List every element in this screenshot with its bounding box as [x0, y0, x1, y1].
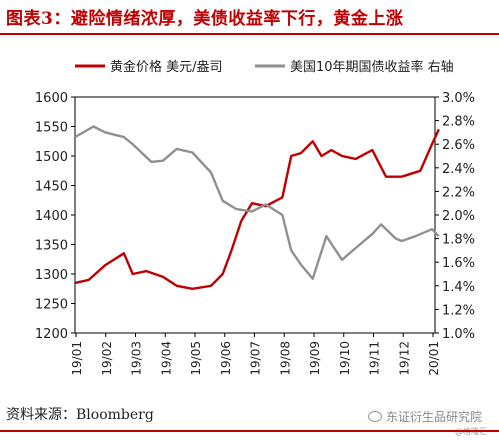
gold-price-line — [74, 128, 440, 290]
figure-title: 图表3：避险情绪浓厚，美债收益率下行，黄金上涨 — [6, 9, 404, 29]
left-tick-label: 1400 — [35, 209, 68, 224]
right-tick-label: 1.6% — [442, 256, 475, 271]
watermark-label: 东证衍生品研究院 — [386, 410, 483, 424]
left-tick-label: 1450 — [35, 180, 68, 195]
x-tick-label: 19/04 — [159, 341, 173, 376]
x-tick-label: 19/09 — [308, 341, 322, 376]
right-tick-label: 2.8% — [442, 115, 475, 130]
x-tick-label: 20/01 — [427, 341, 441, 376]
left-tick-label: 1300 — [35, 268, 68, 283]
x-tick-label: 19/06 — [219, 341, 233, 376]
x-tick-label: 19/01 — [70, 341, 84, 376]
x-tick-label: 19/05 — [189, 341, 203, 376]
right-tick-label: 1.2% — [442, 303, 475, 318]
wechat-icon — [368, 411, 382, 422]
bottom-rule — [0, 430, 499, 432]
x-tick-label: 19/02 — [100, 341, 114, 376]
x-tick-label: 19/12 — [397, 341, 411, 376]
left-tick-label: 1200 — [35, 327, 68, 342]
x-tick-label: 19/08 — [278, 341, 292, 376]
left-tick-label: 1250 — [35, 298, 68, 313]
left-tick-label: 1500 — [35, 150, 68, 165]
source-note: 资料来源：Bloomberg — [6, 407, 154, 423]
right-tick-label: 1.8% — [442, 233, 475, 248]
left-tick-label: 1600 — [35, 91, 68, 106]
plot-frame — [74, 96, 436, 334]
right-tick-label: 2.2% — [442, 185, 475, 200]
x-tick-label: 19/10 — [338, 341, 352, 376]
left-tick-label: 1550 — [35, 121, 68, 136]
treasury-yield-line — [74, 125, 440, 280]
legend: 黄金价格 美元/盎司 美国10年期国债收益率 右轴 — [75, 59, 454, 75]
right-tick-label: 1.4% — [442, 280, 475, 295]
legend-gold-label: 黄金价格 美元/盎司 — [110, 59, 223, 75]
axes: 1200 1250 1300 1350 1400 1450 1500 1550 1600 1.0%… — [35, 91, 475, 376]
right-tick-label: 3.0% — [442, 91, 475, 106]
right-tick-label: 2.4% — [442, 162, 475, 177]
x-tick-label: 19/11 — [368, 341, 382, 376]
plot-area — [74, 125, 440, 290]
right-tick-label: 2.0% — [442, 209, 475, 224]
x-tick-label: 19/03 — [130, 341, 144, 376]
x-tick-label: 19/07 — [249, 341, 263, 376]
legend-yield-label: 美国10年期国债收益率 右轴 — [290, 59, 454, 75]
title-rule — [0, 33, 499, 35]
right-tick-label: 2.6% — [442, 138, 475, 153]
right-tick-label: 1.0% — [442, 327, 475, 342]
watermark: 东证衍生品研究院 — [368, 408, 482, 425]
left-tick-label: 1350 — [35, 239, 68, 254]
